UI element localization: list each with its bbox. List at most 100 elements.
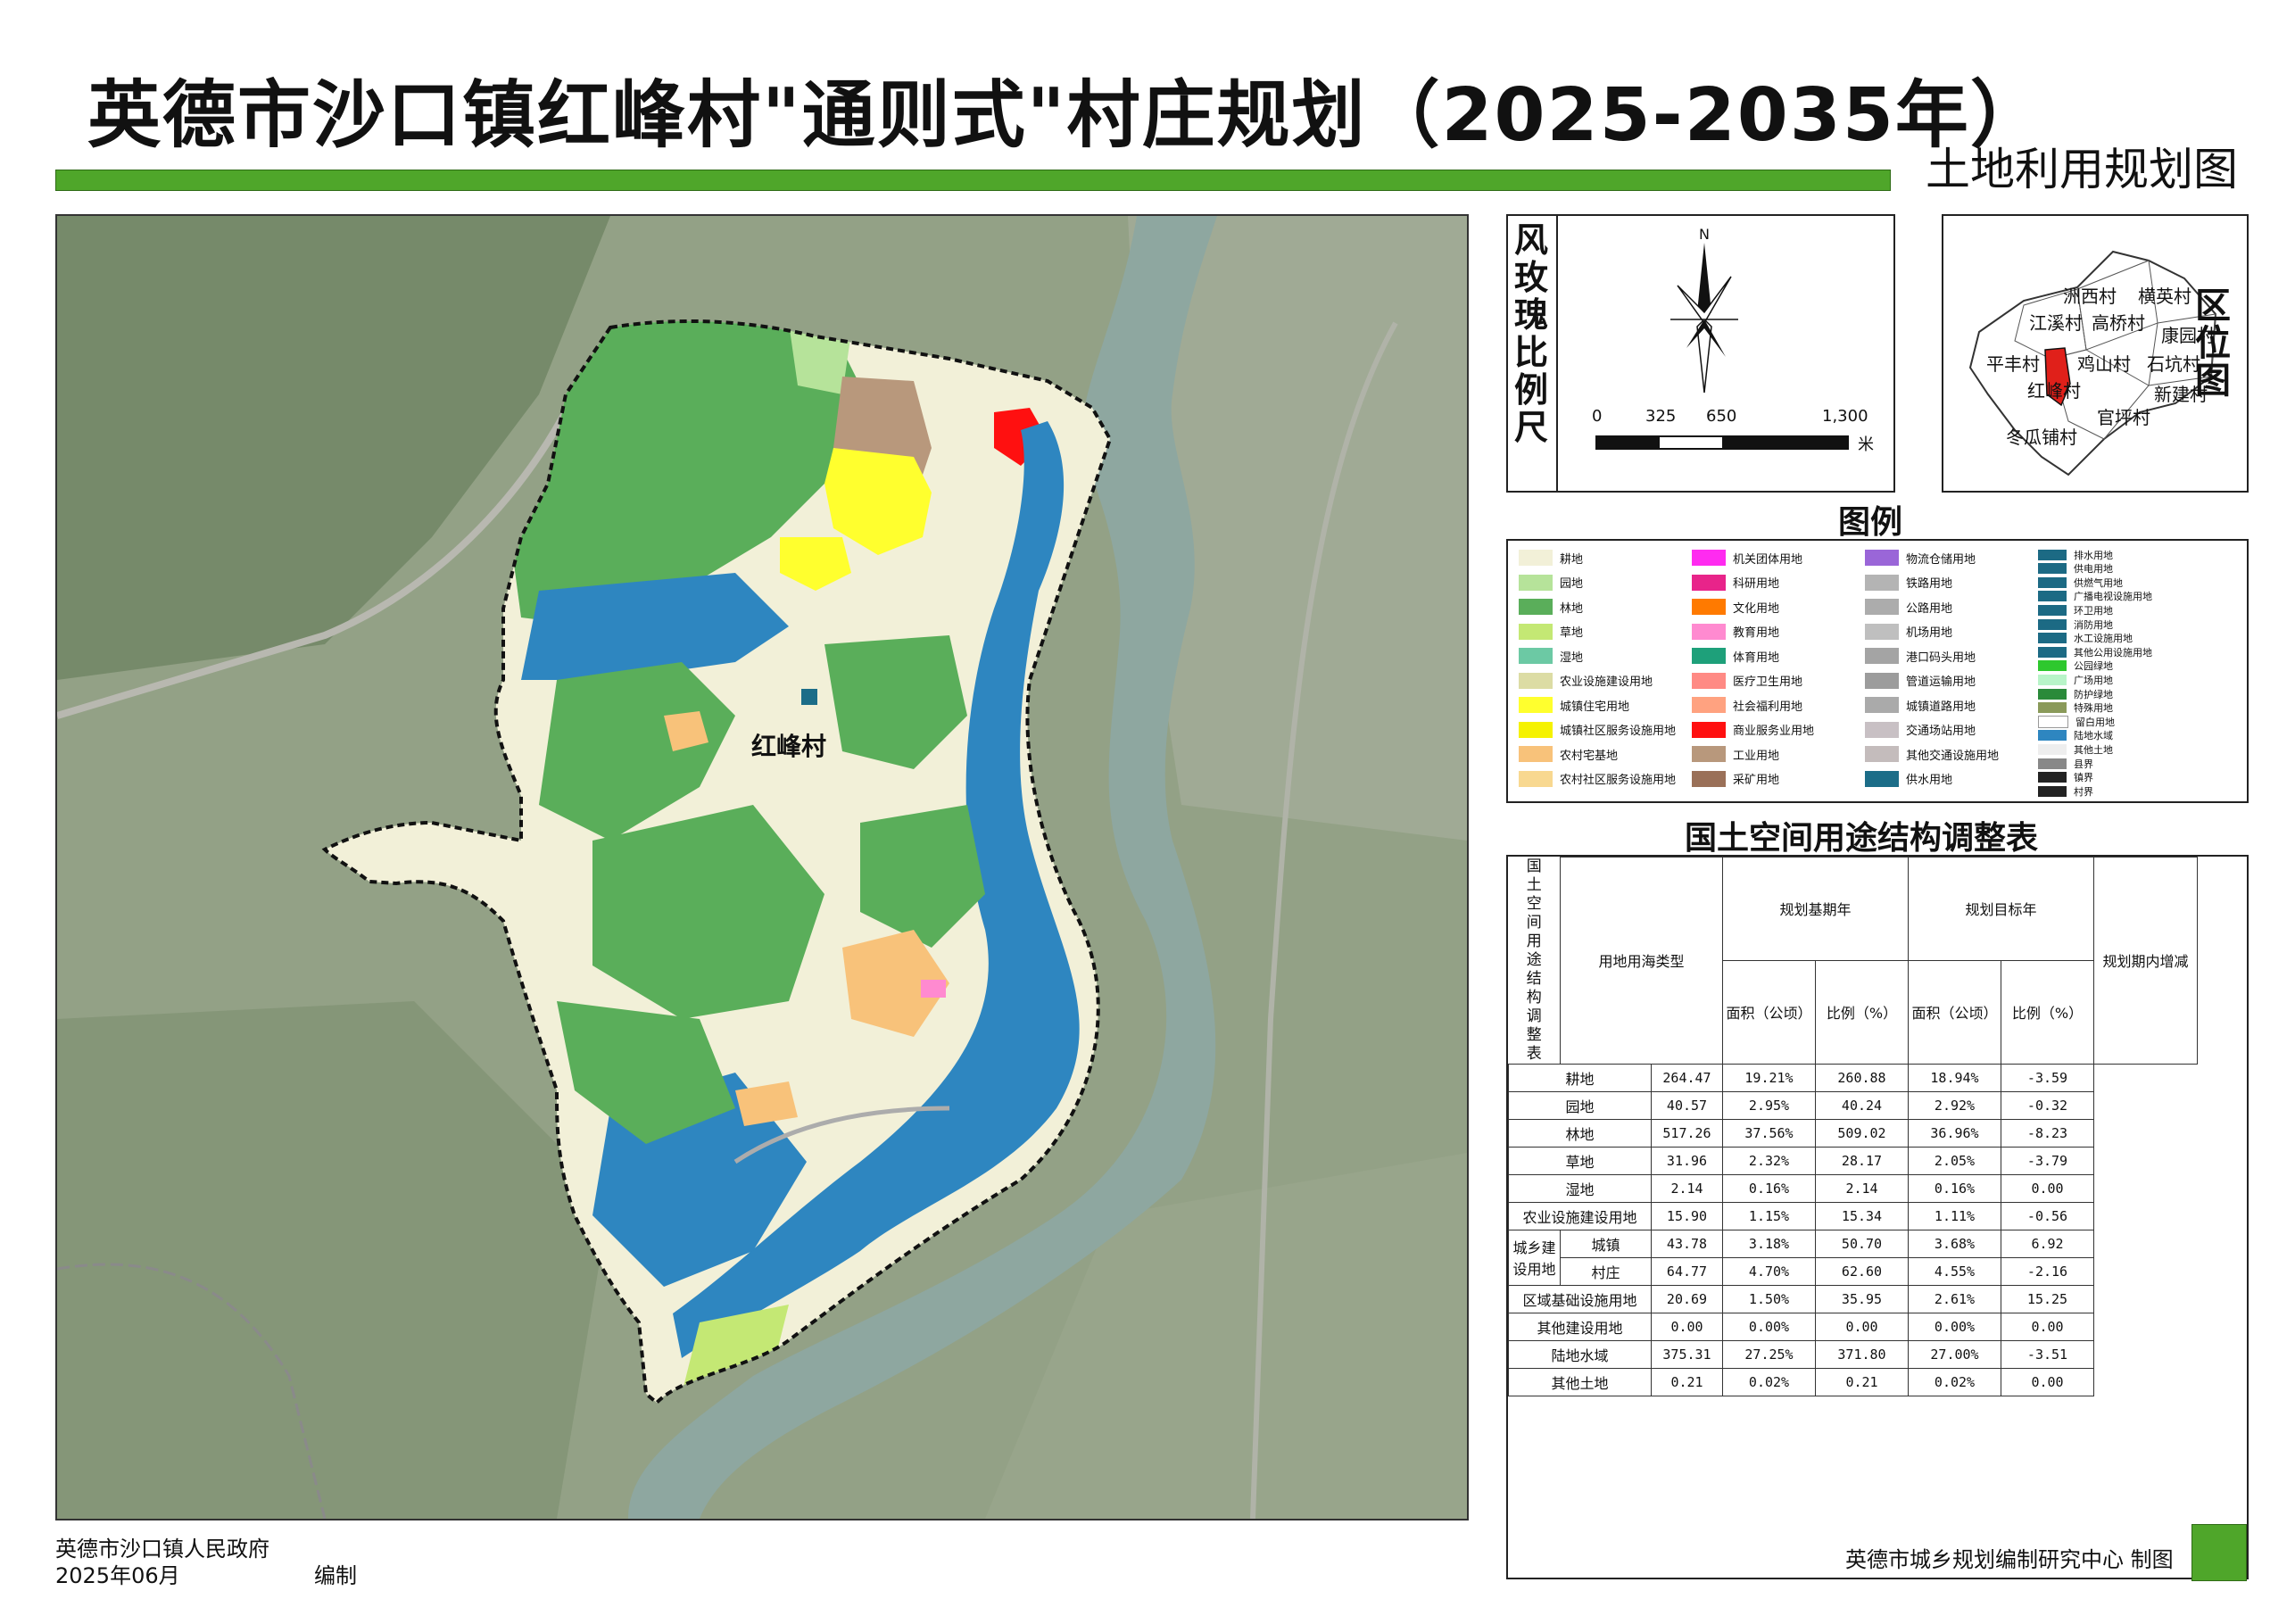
cell-change: 0.00 xyxy=(2001,1173,2094,1203)
rural-road xyxy=(733,1106,950,1164)
legend-item: 文化用地 xyxy=(1692,597,1779,617)
legend-item: 其他交通设施用地 xyxy=(1865,744,1999,764)
region-village-label: 石坑村 xyxy=(2147,353,2200,375)
legend-swatch xyxy=(1865,697,1899,713)
cell-base-ratio: 4.70% xyxy=(1722,1256,1816,1286)
legend-swatch xyxy=(1692,697,1726,713)
legend-label: 商业服务业用地 xyxy=(1733,725,1815,738)
cell-change: 0.00 xyxy=(2001,1312,2094,1341)
cell-change: -0.32 xyxy=(2001,1090,2094,1120)
cell-name: 区域基础设施用地 xyxy=(1508,1284,1652,1313)
region-village-label: 横英村 xyxy=(2138,286,2191,307)
side-label-char: 土 xyxy=(1526,875,1542,894)
cell-base-area: 264.47 xyxy=(1651,1063,1723,1092)
legend-label: 其他交通设施用地 xyxy=(1906,749,2000,763)
region-village-label: 高桥村 xyxy=(2092,312,2145,334)
legend-swatch xyxy=(1865,599,1899,615)
legend-item: 湿地 xyxy=(1519,646,1583,666)
legend-label: 采矿用地 xyxy=(1733,774,1780,787)
cell-target-area: 0.00 xyxy=(1815,1312,1909,1341)
scale-segment xyxy=(1597,437,1660,448)
legend-label: 城镇住宅用地 xyxy=(1560,700,1630,714)
legend-label: 村界 xyxy=(2074,785,2093,798)
region-village-label: 平丰村 xyxy=(1986,353,2040,375)
legend-swatch xyxy=(1519,746,1553,762)
footer-edit-label: 编制 xyxy=(314,1563,357,1588)
legend-label: 湿地 xyxy=(1560,650,1584,665)
needle-north-icon xyxy=(1697,243,1711,319)
legend-swatch xyxy=(1865,746,1899,762)
cell-base-area: 517.26 xyxy=(1651,1118,1723,1148)
scale-segment xyxy=(1660,437,1722,448)
cell-target-area: 28.17 xyxy=(1815,1146,1909,1175)
legend-item: 公路用地 xyxy=(1865,597,1952,617)
compass-label-char: 玫 xyxy=(1513,258,1548,297)
legend-label: 城镇道路用地 xyxy=(1906,700,1976,714)
legend-item: 林地 xyxy=(1519,597,1583,617)
cell-name: 草地 xyxy=(1508,1146,1652,1175)
side-label-char: 空 xyxy=(1526,894,1542,913)
region-village-label: 冬瓜铺村 xyxy=(2006,427,2077,448)
rural-housing-2 xyxy=(664,711,708,751)
village-division xyxy=(2148,313,2216,386)
legend-item: 广场用地 xyxy=(2038,673,2113,686)
legend-swatch xyxy=(1519,672,1553,689)
cell-target-area: 40.24 xyxy=(1815,1090,1909,1120)
scale-tick-label: 1,300 xyxy=(1822,407,1868,426)
legend-swatch xyxy=(2038,660,2067,672)
road-east xyxy=(1250,321,1398,1519)
legend-item: 防护绿地 xyxy=(2038,687,2113,700)
cell-base-ratio: 19.21% xyxy=(1722,1063,1816,1092)
cell-base-area: 0.21 xyxy=(1651,1367,1723,1396)
legend-swatch xyxy=(2038,772,2067,783)
table-title: 国土空间用途结构调整表 xyxy=(1685,820,2039,857)
legend-label: 工业用地 xyxy=(1733,749,1780,763)
legend-item: 园地 xyxy=(1519,573,1583,592)
cell-base-ratio: 2.32% xyxy=(1722,1146,1816,1175)
legend-label: 农村社区服务设施用地 xyxy=(1560,774,1677,787)
legend-label: 体育用地 xyxy=(1733,650,1780,665)
legend-label: 草地 xyxy=(1560,626,1584,640)
region-label-char: 位 xyxy=(2195,323,2231,364)
compass-vertical-label: 风 玫 瑰 比 例 尺 xyxy=(1512,221,1551,446)
education-plot xyxy=(921,980,946,998)
village-label: 红峰村 xyxy=(751,732,826,761)
legend-swatch xyxy=(1519,721,1553,738)
legend-item: 特殊用地 xyxy=(2038,701,2113,715)
legend-label: 特殊用地 xyxy=(2074,702,2113,715)
township-outline xyxy=(1968,250,2217,476)
cell-name: 其他土地 xyxy=(1508,1367,1652,1396)
legend-swatch xyxy=(1692,599,1726,615)
legend-item: 农村社区服务设施用地 xyxy=(1519,769,1676,789)
scale-bar xyxy=(1595,435,1849,450)
legend-swatch xyxy=(2038,758,2067,769)
legend-swatch xyxy=(1692,672,1726,689)
table-row: 耕地 264.47 19.21% 260.88 18.94% -3.59 xyxy=(1508,1063,2198,1092)
rose-petal-icon xyxy=(1677,276,1732,325)
needle-south-icon xyxy=(1696,318,1712,394)
legend-swatch xyxy=(1692,574,1726,591)
region-village-label: 红峰村 xyxy=(2027,380,2081,402)
legend-swatch xyxy=(1865,770,1899,787)
land-water-main xyxy=(673,421,1080,1358)
legend-swatch xyxy=(1692,623,1726,640)
table-body: 耕地 264.47 19.21% 260.88 18.94% -3.59 园地 40.57 2.… xyxy=(1508,1063,2198,1396)
legend-item: 村界 xyxy=(2038,784,2093,798)
legend-label: 供燃气用地 xyxy=(2074,576,2123,589)
cell-target-ratio: 3.68% xyxy=(1908,1229,2001,1258)
cell-change: 0.00 xyxy=(2001,1367,2094,1396)
forest-central-2 xyxy=(824,635,967,769)
legend-label: 管道运输用地 xyxy=(1906,675,1976,689)
cell-base-ratio: 1.50% xyxy=(1722,1284,1816,1313)
legend-item: 排水用地 xyxy=(2038,548,2113,561)
table-row: 园地 40.57 2.95% 40.24 2.92% -0.32 xyxy=(1508,1090,2198,1120)
village-boundary xyxy=(321,319,1113,1405)
legend-swatch xyxy=(2038,743,2067,755)
land-use-map[interactable]: 红峰村 xyxy=(55,214,1469,1520)
legend-label: 林地 xyxy=(1560,601,1584,616)
legend-item: 水工设施用地 xyxy=(2038,632,2133,645)
legend-label: 排水用地 xyxy=(2074,549,2113,561)
region-village-label: 洲西村 xyxy=(2063,286,2117,307)
legend-label: 留白用地 xyxy=(2075,716,2115,728)
legend-item: 医疗卫生用地 xyxy=(1692,671,1802,691)
